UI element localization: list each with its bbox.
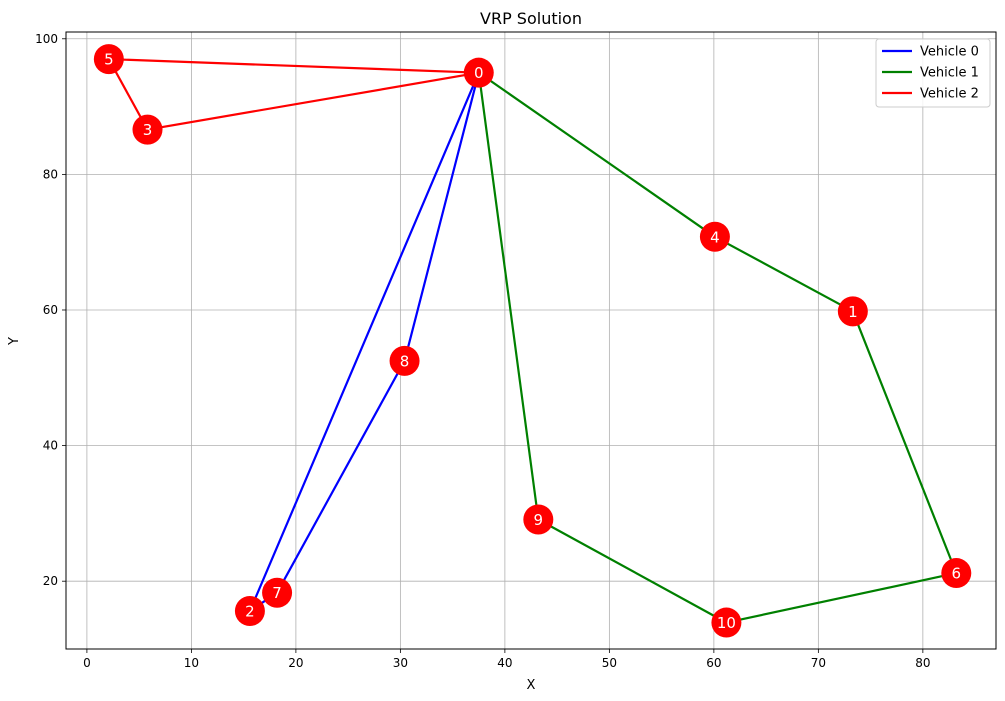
x-tick-label: 0 [83,656,91,670]
route-line-vehicle-2 [107,57,479,131]
node-label: 1 [848,303,858,321]
y-tick-label: 100 [35,32,58,46]
y-tick-label: 60 [43,303,58,317]
legend-label: Vehicle 1 [920,66,979,81]
x-axis-label: X [527,678,536,693]
node-marker [941,558,972,589]
node-label: 5 [104,51,114,69]
node-label: 2 [245,603,255,621]
x-axis-ticks: 0 10 20 30 40 50 60 70 80 [83,649,930,670]
legend-box [875,38,991,108]
node-label: 9 [534,511,544,529]
node-marker [234,596,265,627]
node-label: 4 [710,228,720,246]
node-marker [523,504,554,535]
node-label: 7 [272,584,282,602]
node-marker [132,114,163,145]
y-axis-label: Y [7,337,22,346]
node-label: 0 [474,64,484,82]
grid [66,32,996,649]
nodes: 0 1 2 3 4 5 6 7 8 9 10 [93,44,972,638]
node-marker [262,577,293,608]
legend: Vehicle 0 Vehicle 1 Vehicle 2 [875,38,991,108]
node-marker [699,221,730,252]
x-tick-label: 30 [393,656,408,670]
legend-label: Vehicle 2 [920,87,979,102]
node-marker [93,44,124,75]
node-marker [389,345,420,376]
y-tick-label: 40 [43,439,58,453]
x-tick-label: 20 [288,656,303,670]
node-marker [837,296,868,327]
node-label: 3 [143,121,153,139]
x-tick-label: 40 [497,656,512,670]
y-axis-ticks: 20 40 60 80 100 [35,32,66,588]
x-tick-label: 80 [915,656,930,670]
x-tick-label: 10 [184,656,199,670]
y-tick-label: 20 [43,574,58,588]
x-tick-label: 50 [602,656,617,670]
node-label: 6 [952,565,962,583]
x-tick-label: 70 [811,656,826,670]
chart-title: VRP Solution [480,9,582,28]
x-tick-label: 60 [706,656,721,670]
node-label: 10 [717,614,736,632]
y-tick-label: 80 [43,167,58,181]
plot-frame [65,31,997,650]
node-marker [711,607,742,638]
node-marker [463,57,494,88]
legend-label: Vehicle 0 [920,45,979,60]
node-label: 8 [400,352,410,370]
